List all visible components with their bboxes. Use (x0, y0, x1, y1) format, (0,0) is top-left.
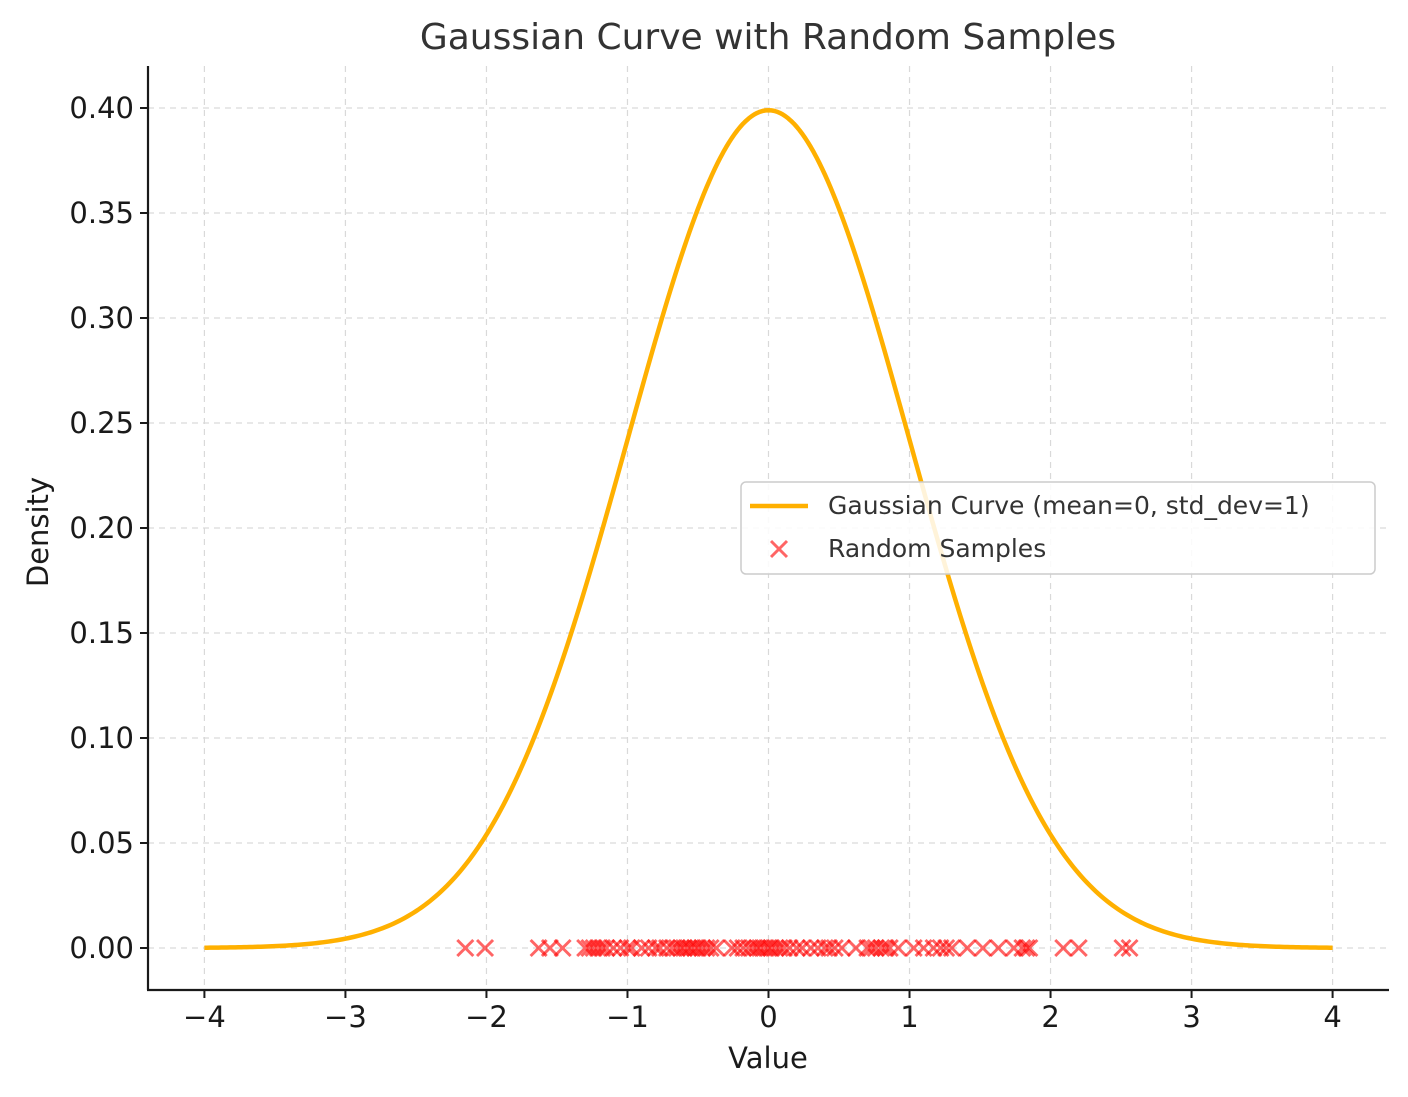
y-tick-label: 0.20 (69, 511, 134, 545)
legend: Gaussian Curve (mean=0, std_dev=1) Rando… (740, 481, 1376, 575)
sample-point (1017, 938, 1036, 958)
sample-point (989, 938, 1008, 958)
x-ticks: −4 −3 −2 −1 0 1 2 3 4 (183, 990, 1342, 1034)
y-ticks: 0.00 0.05 0.10 0.15 0.20 0.25 0.30 0.35 0.40 (69, 91, 148, 965)
sample-point (787, 938, 806, 958)
y-tick-label: 0.40 (69, 91, 134, 125)
sample-point (793, 938, 812, 958)
x-tick-label: 3 (1182, 1000, 1200, 1034)
series (204, 107, 1333, 958)
sample-point (937, 938, 956, 958)
sample-point (1113, 938, 1132, 958)
chart-title: Gaussian Curve with Random Samples (420, 17, 1116, 58)
sample-point (801, 938, 820, 958)
sample-point (942, 938, 961, 958)
x-tick-label: −3 (324, 1000, 367, 1034)
y-tick-label: 0.00 (69, 931, 134, 965)
legend-label-samples: Random Samples (828, 534, 1046, 563)
legend-label-gaussian: Gaussian Curve (mean=0, std_dev=1) (828, 491, 1310, 520)
y-tick-label: 0.10 (69, 721, 134, 755)
y-axis-label: Density (21, 477, 55, 587)
sample-point (618, 938, 637, 958)
sample-point (1120, 938, 1139, 958)
sample-point (553, 938, 572, 958)
gaussian-curve-line (204, 107, 1333, 950)
x-tick-label: 4 (1323, 1000, 1341, 1034)
sample-point (604, 938, 623, 958)
sample-point (632, 938, 651, 958)
sample-point (701, 938, 720, 958)
sample-point (973, 938, 992, 958)
sample-point (1069, 938, 1088, 958)
sample-point (880, 938, 899, 958)
y-tick-label: 0.30 (69, 301, 134, 335)
y-tick-label: 0.15 (69, 616, 134, 650)
x-tick-label: −4 (183, 1000, 226, 1034)
x-axis-label: Value (728, 1041, 808, 1075)
x-tick-label: 2 (1041, 1000, 1059, 1034)
sample-point (597, 938, 616, 958)
sample-point (707, 938, 726, 958)
y-tick-label: 0.05 (69, 826, 134, 860)
y-tick-label: 0.35 (69, 196, 134, 230)
sample-point (858, 938, 877, 958)
sample-point (1020, 938, 1039, 958)
x-tick-label: 1 (900, 1000, 918, 1034)
x-tick-label: 0 (759, 1000, 777, 1034)
sample-point (588, 938, 607, 958)
sample-point (456, 938, 475, 958)
sample-point (825, 938, 844, 958)
x-tick-label: −1 (606, 1000, 649, 1034)
legend-x-marker-swatch (769, 539, 789, 559)
sample-point (475, 938, 495, 958)
legend-sample-marker (769, 539, 789, 559)
sample-point (1054, 938, 1073, 958)
sample-point (693, 938, 712, 958)
sample-point (958, 938, 977, 958)
x-tick-label: −2 (465, 1000, 508, 1034)
sample-point (889, 938, 908, 958)
y-tick-label: 0.25 (69, 406, 134, 440)
sample-point (872, 938, 891, 958)
legend-box (740, 481, 1376, 575)
sample-point (1013, 938, 1032, 958)
sample-point (832, 938, 851, 958)
sample-point (766, 938, 785, 958)
